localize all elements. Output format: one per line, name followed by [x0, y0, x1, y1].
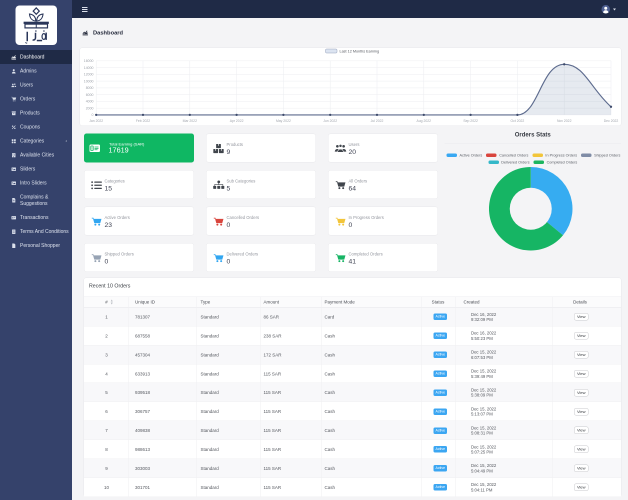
svg-text:6000: 6000	[86, 93, 94, 97]
svg-text:Aug 2022: Aug 2022	[417, 119, 432, 123]
svg-text:Mar 2022: Mar 2022	[183, 119, 197, 123]
svg-text:8000: 8000	[86, 86, 94, 90]
svg-text:12000: 12000	[84, 73, 94, 77]
svg-text:Last 12 Months Earning: Last 12 Months Earning	[340, 50, 380, 54]
svg-text:Apr 2022: Apr 2022	[230, 119, 244, 123]
svg-text:Feb 2022: Feb 2022	[136, 119, 150, 123]
svg-text:Nov 2022: Nov 2022	[557, 119, 572, 123]
svg-text:14000: 14000	[84, 66, 94, 70]
svg-text:Jul 2022: Jul 2022	[371, 119, 384, 123]
svg-text:10000: 10000	[84, 79, 94, 83]
svg-text:May 2022: May 2022	[276, 119, 291, 123]
svg-text:Jan 2022: Jan 2022	[89, 119, 103, 123]
svg-text:2000: 2000	[86, 106, 94, 110]
svg-text:4000: 4000	[86, 100, 94, 104]
svg-text:Dec 2022: Dec 2022	[604, 119, 619, 123]
svg-text:Oct 2022: Oct 2022	[511, 119, 525, 123]
svg-text:0: 0	[92, 113, 94, 117]
svg-text:Jun 2022: Jun 2022	[323, 119, 337, 123]
svg-text:Sep 2022: Sep 2022	[463, 119, 478, 123]
svg-text:16000: 16000	[84, 59, 94, 63]
